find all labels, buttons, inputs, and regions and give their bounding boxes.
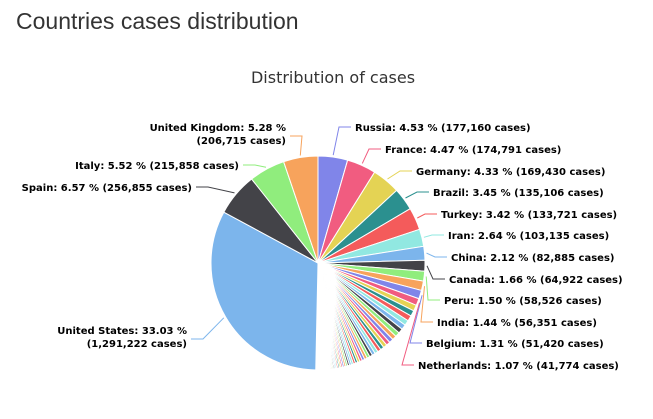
connector-belgium [409,295,423,344]
connector-italy [243,164,267,168]
connector-canada [426,265,445,280]
label-connectors [191,126,447,366]
data-label-line: (1,291,222 cases) [87,339,187,350]
data-label-germany: Germany: 4.33 % (169,430 cases) [416,167,605,178]
connector-russia [332,126,351,156]
connector-spain [196,186,235,194]
data-label-brazil: Brazil: 3.45 % (135,106 cases) [433,188,604,199]
connector-united-kingdom [290,135,303,156]
data-label-line: Spain: 6.57 % (256,855 cases) [22,183,192,194]
data-label-line: Netherlands: 1.07 % (41,774 cases) [418,361,619,372]
data-label-line: France: 4.47 % (174,791 cases) [385,145,561,156]
pie-slices [210,155,426,371]
connector-india [420,286,433,323]
data-label-line: Turkey: 3.42 % (133,721 cases) [441,210,617,221]
data-label-belgium: Belgium: 1.31 % (51,420 cases) [426,339,604,350]
data-label-canada: Canada: 1.66 % (64,922 cases) [449,275,623,286]
data-label-line: Belgium: 1.31 % (51,420 cases) [426,339,604,350]
data-label-united-states: United States: 33.03 % (1,291,222 cases) [57,326,187,350]
pie-slice-united-kingdom[interactable] [283,155,319,264]
data-label-line: Brazil: 3.45 % (135,106 cases) [433,188,604,199]
data-label-france: France: 4.47 % (174,791 cases) [385,145,561,156]
data-label-russia: Russia: 4.53 % (177,160 cases) [355,123,531,134]
data-label-peru: Peru: 1.50 % (58,526 cases) [444,296,602,307]
data-label-line: (206,715 cases) [196,136,286,147]
data-label-line: India: 1.44 % (56,351 cases) [437,318,597,329]
data-label-line: Canada: 1.66 % (64,922 cases) [449,275,623,286]
data-label-line: Italy: 5.52 % (215,858 cases) [75,161,239,172]
connector-turkey [417,213,437,219]
connector-netherlands [401,302,420,366]
data-labels: Russia: 4.53 % (177,160 cases) France: 4.… [22,123,623,372]
chart-title: Distribution of cases [251,68,415,87]
data-label-line: Peru: 1.50 % (58,526 cases) [444,296,602,307]
data-label-india: India: 1.44 % (56,351 cases) [437,318,597,329]
data-label-italy: Italy: 5.52 % (215,858 cases) [75,161,239,172]
connector-china [426,252,447,258]
page-title: Countries cases distribution [16,8,299,34]
data-label-iran: Iran: 2.64 % (103,135 cases) [448,231,609,242]
data-label-line: Iran: 2.64 % (103,135 cases) [448,231,609,242]
data-label-spain: Spain: 6.57 % (256,855 cases) [22,183,192,194]
data-label-line: United States: 33.03 % [57,326,187,337]
connector-germany [387,170,412,180]
data-label-line: Germany: 4.33 % (169,430 cases) [416,167,605,178]
data-label-united-kingdom: United Kingdom: 5.28 % (206,715 cases) [150,123,286,147]
pie-slice-united-states[interactable] [210,211,319,371]
connector-peru [425,276,440,301]
connector-france [361,148,381,164]
data-label-line: China: 2.12 % (82,885 cases) [451,253,614,264]
connector-iran [423,234,444,238]
connector-united-states [191,317,225,340]
data-label-line: United Kingdom: 5.28 % [150,123,286,134]
data-label-turkey: Turkey: 3.42 % (133,721 cases) [441,210,617,221]
connector-brazil [405,191,429,199]
data-label-netherlands: Netherlands: 1.07 % (41,774 cases) [418,361,619,372]
data-label-china: China: 2.12 % (82,885 cases) [451,253,614,264]
data-label-line: Russia: 4.53 % (177,160 cases) [355,123,531,134]
